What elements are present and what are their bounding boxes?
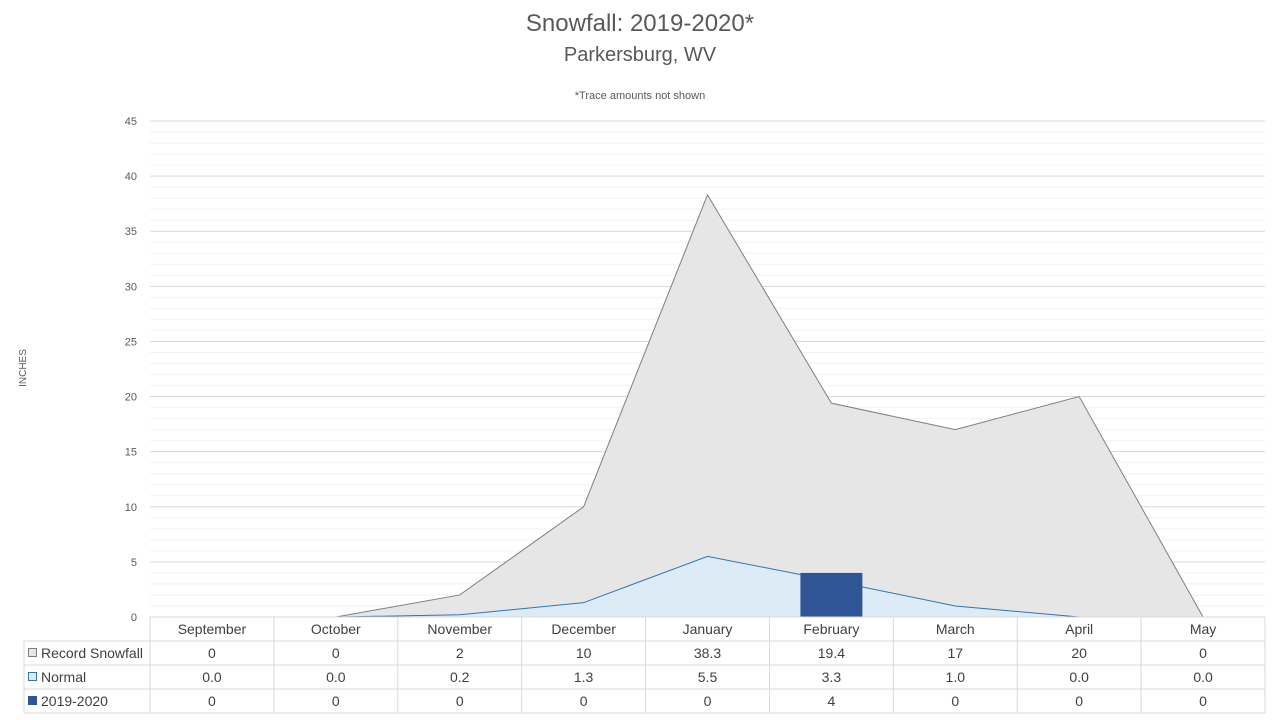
data-label: 19.4 [818,645,845,661]
record-snowfall-line [211,193,1204,618]
data-label: 17 [947,645,963,661]
y-tick-label: 15 [125,447,137,459]
data-label: 4 [827,693,835,709]
category-label: October [311,621,361,637]
y-tick-label: 30 [125,281,137,293]
data-label: 0.0 [1193,669,1213,685]
legend-label: Record Snowfall [41,645,143,661]
legend-label: Normal [41,669,86,685]
chart-note: *Trace amounts not shown [574,90,706,102]
data-label: 0 [208,645,216,661]
category-label: February [803,621,859,637]
chart-subtitle: Parkersburg, WV [563,44,717,66]
data-label: 0.0 [326,669,346,685]
data-label: 0 [580,693,588,709]
legend-swatch [28,672,37,681]
y-tick-label: 25 [125,336,137,348]
normal-line [211,555,1204,618]
legend-swatch [28,696,37,705]
data-label: 0.0 [202,669,222,685]
record-snowfall-area [211,194,1204,618]
data-label: 1.3 [574,669,594,685]
series-areas [211,193,1204,618]
normal-area [211,556,1204,617]
data-label: 0 [1075,693,1083,709]
data-label: 0 [1199,645,1207,661]
data-label: 0 [208,693,216,709]
data-label: 20 [1071,645,1087,661]
data-table: September October November December January F… [23,616,1266,714]
data-label: 0 [1199,693,1207,709]
y-tick-label: 20 [125,392,137,404]
category-label: November [427,621,492,637]
data-label: 0 [951,693,959,709]
category-label: March [936,621,975,637]
category-label: April [1065,621,1093,637]
y-tick-label: 0 [131,612,137,624]
chart-title: Snowfall: 2019-2020* [525,10,755,37]
y-tick-label: 5 [131,557,137,569]
legend-swatch [28,648,37,657]
y-tick-label: 35 [125,226,137,238]
category-label: May [1190,621,1216,637]
bar-2019-2020 [800,572,863,617]
data-label: 38.3 [694,645,721,661]
data-label: 10 [576,645,592,661]
y-tick-label: 45 [125,116,137,128]
y-tick-label: 40 [125,171,137,183]
data-label: 1.0 [946,669,966,685]
data-label: 5.5 [698,669,718,685]
category-label: December [551,621,616,637]
data-label: 0.2 [450,669,470,685]
y-tick-label: 10 [125,502,137,514]
data-label: 0 [332,693,340,709]
data-label: 2 [456,645,464,661]
legend-label: 2019-2020 [41,693,108,709]
data-label: 3.3 [822,669,842,685]
category-label: September [178,621,247,637]
data-label: 0 [456,693,464,709]
category-label: January [683,621,733,637]
data-label: 0 [704,693,712,709]
data-label: 0.0 [1069,669,1089,685]
data-label: 0 [332,645,340,661]
series-bars [800,572,863,617]
